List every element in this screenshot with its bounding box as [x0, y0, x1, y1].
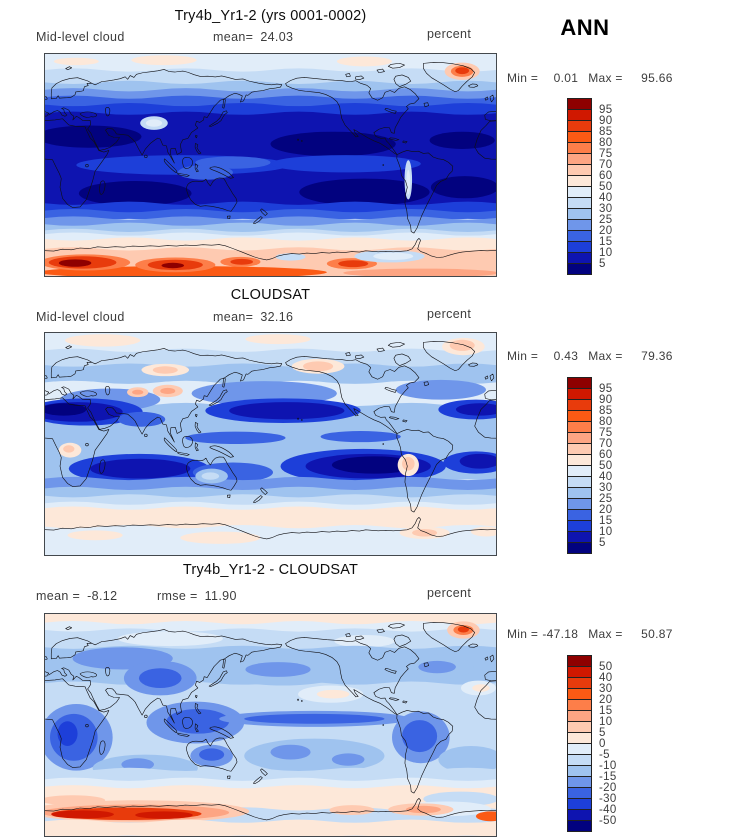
minmax-model: Min = 0.01 Max = 95.66	[507, 71, 673, 85]
colorbar-tick-label: 75	[599, 148, 613, 160]
colorbar-tick-label: 15	[599, 705, 613, 717]
min-label: Min =	[507, 349, 539, 363]
min-label: Min =	[507, 71, 539, 85]
panel-title-diff: Try4b_Yr1-2 - CLOUDSAT	[182, 562, 359, 578]
colorbar-tick-label: 90	[599, 115, 613, 127]
colorbar-diff: 50 40 30 20 15 10 5 0 -5 -10 -15 -20 -30 -40 -50	[567, 655, 657, 832]
colorbar-tick-label: 10	[599, 716, 613, 728]
colorbar-obs: 95 90 85 80 75 70 60 50 40 30 25 20 15 10 5	[567, 377, 657, 554]
colorbar-tick-label: 30	[599, 482, 613, 494]
minmax-obs: Min = 0.43 Max = 79.36	[507, 349, 673, 363]
variable-label-obs: Mid-level cloud	[36, 310, 132, 324]
colorbar-tick-label: 15	[599, 236, 613, 248]
mean-value: 24.03	[260, 30, 294, 44]
colorbar-tick-label: 20	[599, 694, 613, 706]
mean-value: -8.12	[87, 589, 118, 603]
map-model	[45, 54, 496, 276]
colorbar-tick-label: 50	[599, 460, 613, 472]
mean-value: 32.16	[260, 310, 294, 324]
mean-stat-diff: mean = -8.12	[36, 589, 117, 603]
colorbar-cell	[567, 263, 592, 275]
max-value: 79.36	[641, 349, 673, 363]
rmse-value: 11.90	[204, 589, 237, 603]
max-value: 50.87	[641, 627, 673, 641]
map-obs	[45, 333, 496, 555]
variable-text: Mid-level cloud	[36, 310, 125, 324]
colorbar-tick-label: 50	[599, 181, 613, 193]
colorbar-tick-label: 5	[599, 727, 606, 739]
units-label-model: percent	[427, 27, 472, 41]
colorbar-tick-label: 70	[599, 159, 613, 171]
panel-title-model: Try4b_Yr1-2 (yrs 0001-0002)	[174, 8, 367, 24]
colorbar-tick-label: 0	[599, 738, 606, 750]
units-label-diff: percent	[427, 586, 472, 600]
colorbar-tick-label: 80	[599, 416, 613, 428]
colorbar-tick-label: 30	[599, 203, 613, 215]
colorbar-cell	[567, 820, 592, 832]
min-value: 0.43	[553, 349, 579, 363]
colorbar-tick-label: 80	[599, 137, 613, 149]
colorbar-tick-label: 5	[599, 258, 606, 270]
max-label: Max =	[588, 349, 623, 363]
colorbar-tick-label: 85	[599, 126, 613, 138]
colorbar-tick-label: 95	[599, 383, 613, 395]
panel-title-obs: CLOUDSAT	[230, 287, 311, 303]
colorbar-tick-label: 20	[599, 504, 613, 516]
max-label: Max =	[588, 71, 623, 85]
units-label-obs: percent	[427, 307, 472, 321]
colorbar-tick-label: -10	[599, 760, 617, 772]
mean-label: mean =	[36, 589, 81, 603]
colorbar-tick-label: -15	[599, 771, 617, 783]
variable-label-model: Mid-level cloud	[36, 30, 132, 44]
colorbar-tick-label: 40	[599, 192, 613, 204]
colorbar-tick-label: -40	[599, 804, 617, 816]
colorbar-tick-label: 60	[599, 170, 613, 182]
colorbar-tick-label: 20	[599, 225, 613, 237]
colorbar-cell	[567, 542, 592, 554]
colorbar-tick-label: 40	[599, 672, 613, 684]
colorbar-tick-label: -50	[599, 815, 617, 827]
colorbar-tick-label: 85	[599, 405, 613, 417]
max-label: Max =	[588, 627, 623, 641]
colorbar-model: 95 90 85 80 75 70 60 50 40 30 25 20 15 10 5	[567, 98, 657, 275]
season-label: ANN	[560, 15, 610, 40]
mean-label: mean=	[213, 310, 254, 324]
rmse-stat-diff: rmse = 11.90	[157, 589, 237, 603]
colorbar-tick-label: 10	[599, 526, 613, 538]
minmax-diff: Min = -47.18 Max = 50.87	[507, 627, 673, 641]
map-panel-diff	[44, 613, 497, 837]
mean-stat-obs: mean= 32.16	[213, 310, 293, 324]
map-panel-model	[44, 53, 497, 277]
colorbar-tick-label: 50	[599, 661, 613, 673]
colorbar-tick-label: -20	[599, 782, 617, 794]
colorbar-tick-label: 25	[599, 493, 613, 505]
colorbar-tick-label: 15	[599, 515, 613, 527]
colorbar-tick-label: 30	[599, 683, 613, 695]
colorbar-tick-label: 60	[599, 449, 613, 461]
colorbar-tick-label: 70	[599, 438, 613, 450]
colorbar-tick-label: 5	[599, 537, 606, 549]
colorbar-tick-label: 90	[599, 394, 613, 406]
min-value: 0.01	[553, 71, 579, 85]
colorbar-tick-label: -5	[599, 749, 610, 761]
map-diff	[45, 614, 496, 836]
colorbar-tick-label: 25	[599, 214, 613, 226]
min-label: Min =	[507, 627, 539, 641]
colorbar-tick-label: 40	[599, 471, 613, 483]
min-value: -47.18	[542, 627, 579, 641]
colorbar-tick-label: 10	[599, 247, 613, 259]
map-panel-obs	[44, 332, 497, 556]
colorbar-tick-label: 95	[599, 104, 613, 116]
mean-label: mean=	[213, 30, 254, 44]
mean-stat-model: mean= 24.03	[213, 30, 293, 44]
colorbar-tick-label: 75	[599, 427, 613, 439]
colorbar-tick-label: -30	[599, 793, 617, 805]
max-value: 95.66	[641, 71, 673, 85]
rmse-label: rmse =	[157, 589, 198, 603]
variable-text: Mid-level cloud	[36, 30, 125, 44]
